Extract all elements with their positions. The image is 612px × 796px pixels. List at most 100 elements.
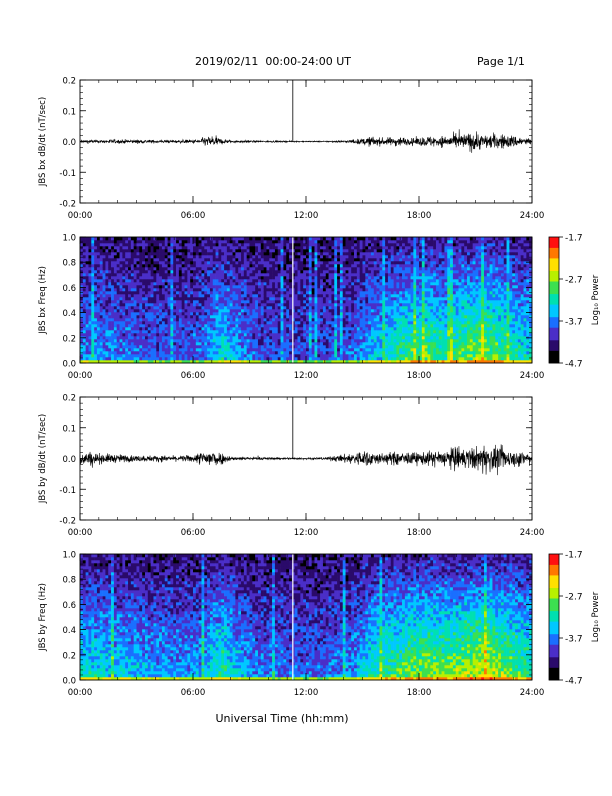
spectrogram-cell [162,273,165,276]
spectrogram-cell [134,258,137,261]
spectrogram-cell [122,348,125,351]
spectrogram-cell [385,312,388,315]
spectrogram-cell [357,273,360,276]
spectrogram-cell [385,306,388,309]
spectrogram-cell [148,318,151,321]
spectrogram-cell [241,261,244,264]
spectrogram-cell [134,336,137,339]
spectrogram-cell [83,249,86,252]
spectrogram-cell [306,336,309,339]
spectrogram-cell [159,243,162,246]
spectrogram-cell [148,288,151,291]
spectrogram-cell [377,309,380,312]
spectrogram-cell [300,339,303,342]
spectrogram-cell [360,285,363,288]
spectrogram-cell [207,330,210,333]
spectrogram-cell [134,261,137,264]
spectrogram-cell [170,258,173,261]
spectrogram-cell [221,255,224,258]
spectrogram-cell [388,240,391,243]
spectrogram-cell [269,309,272,312]
spectrogram-cell [103,312,106,315]
spectrogram-cell [244,312,247,315]
spectrogram-cell [97,321,100,324]
spectrogram-cell [320,300,323,303]
spectrogram-cell [399,270,402,273]
spectrogram-cell [281,270,284,273]
spectrogram-cell [391,240,394,243]
spectrogram-cell [159,354,162,357]
spectrogram-cell [365,333,368,336]
spectrogram-cell [91,264,94,267]
spectrogram-cell [391,279,394,282]
spectrogram-cell [402,303,405,306]
spectrogram-cell [94,249,97,252]
spectrogram-cell [340,339,343,342]
spectrogram-cell [190,282,193,285]
spectrogram-cell [156,348,159,351]
spectrogram-cell [100,291,103,294]
spectrogram-cell [142,267,145,270]
spectrogram-cell [312,327,315,330]
spectrogram-cell [201,354,204,357]
spectrogram-cell [365,264,368,267]
spectrogram-cell [128,333,131,336]
spectrogram-cell [165,300,168,303]
spectrogram-cell [137,339,140,342]
spectrogram-cell [368,303,371,306]
spectrogram-cell [300,282,303,285]
spectrogram-cell [199,264,202,267]
spectrogram-cell [275,351,278,354]
spectrogram-cell [120,330,123,333]
spectrogram-cell [323,255,326,258]
spectrogram-cell [162,276,165,279]
spectrogram-cell [213,258,216,261]
spectrogram-cell [317,252,320,255]
spectrogram-cell [348,357,351,360]
spectrogram-cell [394,321,397,324]
spectrogram-cell [120,270,123,273]
spectrogram-cell [368,339,371,342]
spectrogram-cell [187,237,190,240]
spectrogram-cell [365,357,368,360]
spectrogram-cell [148,303,151,306]
spectrogram-cell [379,282,382,285]
spectrogram-cell [128,288,131,291]
spectrogram-cell [97,300,100,303]
spectrogram-cell [235,285,238,288]
spectrogram-cell [346,240,349,243]
spectrogram-cell [213,345,216,348]
spectrogram-cell [252,252,255,255]
spectrogram-cell [365,312,368,315]
spectrogram-cell [317,273,320,276]
spectrogram-cell [331,333,334,336]
spectrogram-cell [145,240,148,243]
spectrogram-cell [343,237,346,240]
spectrogram-cell [224,333,227,336]
spectrogram-cell [97,243,100,246]
spectrogram-cell [399,243,402,246]
spectrogram-cell [275,333,278,336]
spectrogram-cell [247,243,250,246]
spectrogram-cell [162,291,165,294]
spectrogram-cell [385,264,388,267]
spectrogram-cell [233,270,236,273]
spectrogram-cell [179,348,182,351]
spectrogram-cell [371,333,374,336]
spectrogram-cell [320,330,323,333]
spectrogram-cell [337,315,340,318]
spectrogram-cell [346,348,349,351]
spectrogram-cell [122,258,125,261]
spectrogram-cell [134,285,137,288]
spectrogram-cell [156,252,159,255]
spectrogram-cell [331,261,334,264]
spectrogram-cell [193,342,196,345]
spectrogram-cell [312,300,315,303]
spectrogram-cell [114,324,117,327]
spectrogram-cell [314,252,317,255]
spectrogram-cell [145,318,148,321]
spectrogram-cell [346,294,349,297]
spectrogram-cell [368,345,371,348]
spectrogram-cell [114,252,117,255]
spectrogram-cell [137,336,140,339]
